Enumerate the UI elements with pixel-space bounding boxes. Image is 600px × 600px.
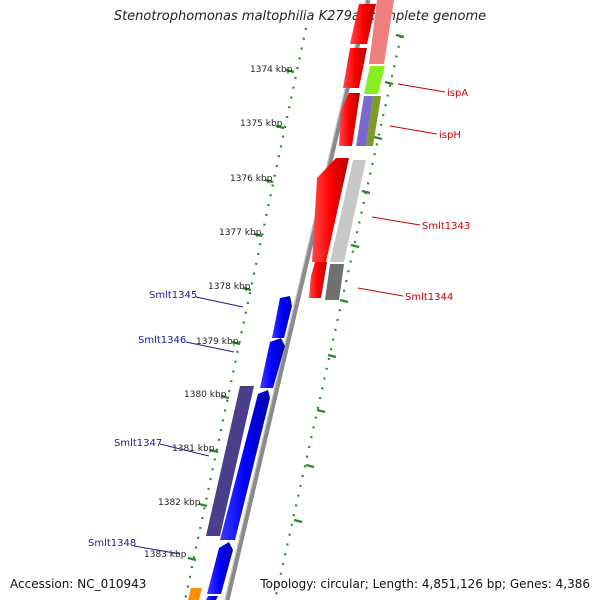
- feature-dark-grey: [325, 264, 344, 300]
- tick-label-1380: 1380 kbp: [184, 390, 227, 400]
- tick-label-1376: 1376 kbp: [230, 174, 273, 184]
- tick-label-1381: 1381 kbp: [172, 444, 215, 454]
- inner-scale-line: [273, 35, 403, 600]
- major-ticks: [187, 68, 295, 562]
- gene-forward-ispA: [343, 48, 367, 88]
- gene-label-smlt1344: Smlt1344: [405, 292, 453, 303]
- gene-label-smlt1345: Smlt1345: [149, 290, 197, 301]
- gene-reverse-smlt1346: [260, 338, 285, 388]
- feature-dark-slate: [206, 386, 254, 536]
- right-label-leaders: [357, 83, 446, 297]
- tick-label-1375: 1375 kbp: [240, 119, 283, 129]
- tick-label-1374: 1374 kbp: [250, 65, 293, 75]
- feature-light-grey: [330, 160, 366, 262]
- gene-reverse-smlt1345: [272, 296, 292, 338]
- tick-label-1377: 1377 kbp: [219, 228, 262, 238]
- gene-reverse-smlt1348: [207, 542, 233, 594]
- inner-ticks: [293, 33, 405, 524]
- gene-label-ispA: ispA: [447, 88, 468, 99]
- left-label-leaders: [133, 296, 244, 555]
- backbone-highlight: [224, 0, 367, 600]
- gene-forward-1: [350, 4, 376, 44]
- gene-label-smlt1348: Smlt1348: [88, 538, 136, 549]
- feature-purple: [356, 96, 373, 146]
- gene-forward-ispH: [339, 93, 360, 146]
- gene-reverse-tail: [206, 596, 218, 600]
- gene-label-smlt1343: Smlt1343: [422, 221, 470, 232]
- tick-label-1379: 1379 kbp: [196, 337, 239, 347]
- feature-green: [364, 66, 385, 94]
- feature-salmon: [369, 0, 394, 64]
- tick-label-1382: 1382 kbp: [158, 498, 201, 508]
- gene-label-smlt1347: Smlt1347: [114, 438, 162, 449]
- tick-label-1383: 1383 kbp: [144, 550, 187, 560]
- gene-label-smlt1346: Smlt1346: [138, 335, 186, 346]
- genome-backbone: [224, 0, 371, 600]
- gene-label-ispH: ispH: [439, 130, 461, 141]
- feature-olive: [366, 96, 381, 146]
- gene-forward-smlt1343: [312, 158, 349, 262]
- topology-text: Topology: circular; Length: 4,851,126 bp…: [260, 577, 590, 591]
- feature-orange: [188, 588, 202, 600]
- gene-forward-smlt1344: [309, 262, 327, 298]
- tick-label-1378: 1378 kbp: [208, 282, 251, 292]
- map-title: Stenotrophomonas maltophilia K279a, comp…: [113, 9, 487, 24]
- accession-text: Accession: NC_010943: [10, 577, 147, 591]
- gene-reverse-smlt1347: [220, 390, 270, 540]
